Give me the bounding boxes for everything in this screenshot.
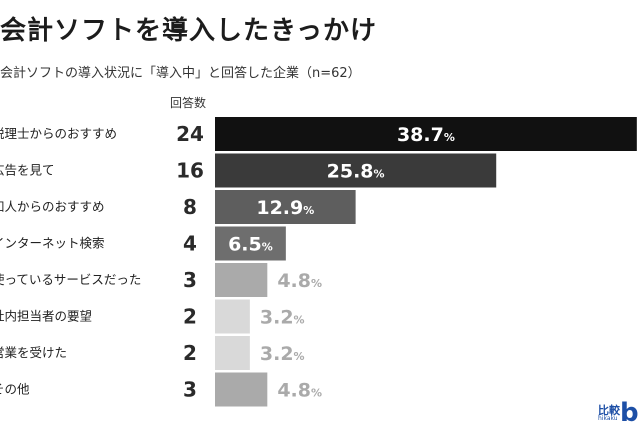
bar — [215, 299, 250, 334]
category-label: 知人からのおすすめ — [0, 199, 105, 214]
value-label: 25.8% — [327, 161, 385, 183]
count-label: 4 — [183, 232, 197, 256]
count-label: 16 — [176, 159, 204, 183]
count-label: 2 — [183, 305, 197, 329]
count-column-header: 回答数 — [169, 96, 206, 110]
count-label: 8 — [183, 195, 197, 219]
bar — [215, 336, 250, 370]
category-label: 使っているサービスだった — [0, 272, 141, 287]
logo-jp-text: 比較 — [598, 404, 620, 417]
category-label: その他 — [0, 382, 30, 397]
chart-title: 会計ソフトを導入したきっかけ — [0, 16, 377, 46]
count-label: 3 — [183, 378, 197, 402]
bar — [215, 190, 356, 224]
bar — [215, 263, 268, 297]
category-label: 広告を見て — [0, 163, 55, 178]
value-label: 4.8% — [277, 380, 322, 402]
count-label: 24 — [176, 122, 204, 146]
value-label: 6.5% — [228, 234, 273, 256]
hikaku-bizu-logo: 比較 hikaku bi — [596, 398, 640, 432]
bar — [215, 372, 268, 407]
count-label: 2 — [183, 341, 197, 365]
category-label: 営業を受けた — [0, 345, 67, 360]
bar — [215, 117, 637, 151]
category-label: 社内担当者の要望 — [0, 309, 92, 324]
value-label: 3.2% — [260, 343, 305, 365]
value-label: 3.2% — [260, 307, 305, 329]
bar — [215, 226, 286, 261]
logo-en-text: hikaku — [598, 415, 618, 422]
bar — [215, 153, 497, 188]
logo-mark: bi — [620, 398, 640, 428]
category-label: 税理士からのおすすめ — [0, 126, 117, 141]
category-label: インターネット検索 — [0, 236, 105, 251]
chart-subtitle: 会計ソフトの導入状況に「導入中」と回答した企業（n=62） — [0, 66, 361, 81]
value-label: 4.8% — [277, 270, 322, 292]
count-label: 3 — [183, 268, 197, 292]
value-label: 12.9% — [256, 197, 314, 219]
value-label: 38.7% — [397, 124, 455, 146]
